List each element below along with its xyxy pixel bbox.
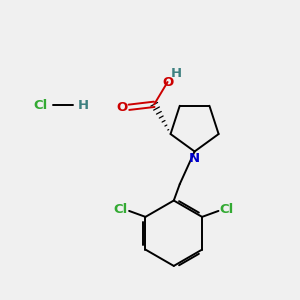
Text: Cl: Cl: [220, 203, 234, 216]
Text: O: O: [117, 101, 128, 114]
Text: H: H: [170, 67, 182, 80]
Text: O: O: [162, 76, 173, 88]
Text: H: H: [78, 99, 89, 112]
Text: Cl: Cl: [33, 99, 47, 112]
Text: N: N: [189, 152, 200, 164]
Text: Cl: Cl: [114, 203, 128, 216]
